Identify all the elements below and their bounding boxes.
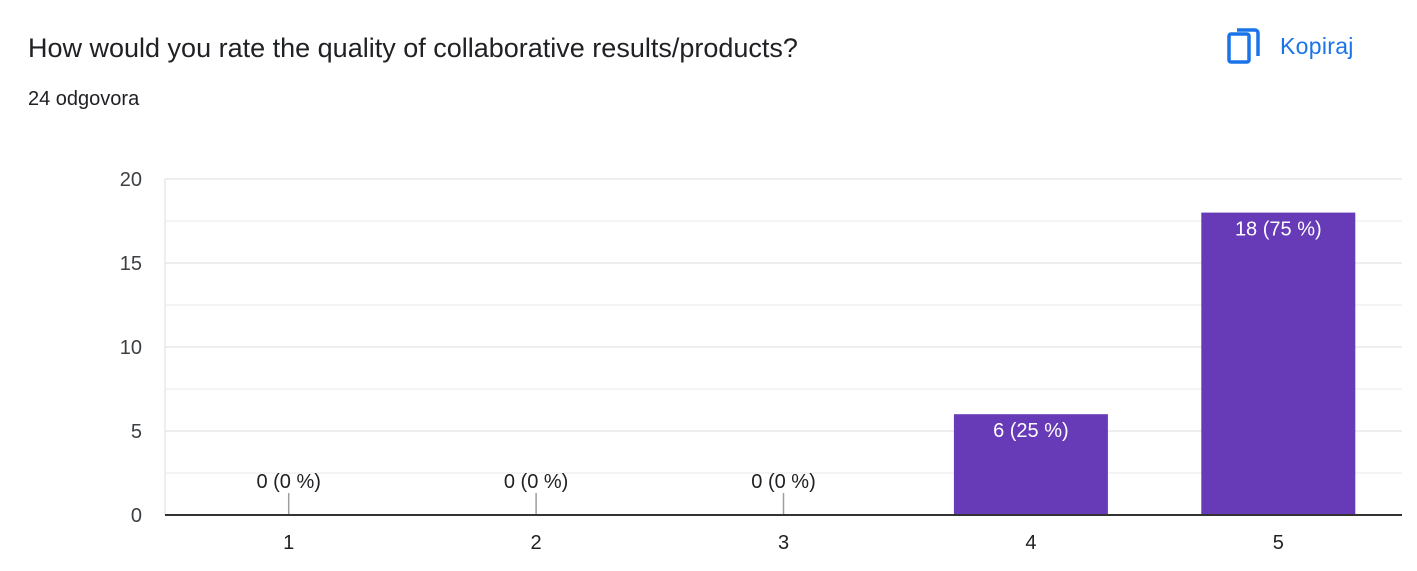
labels: 0 5 10 15 20 0 (0 %) 1 0 (0 %) 2 0 (0 %) 3 6 (25 %)…	[120, 169, 1322, 554]
x-tick-label: 3	[778, 532, 789, 554]
grid-lines	[164, 178, 1402, 515]
bar-value-label: 18 (75 %)	[1235, 219, 1322, 241]
copy-icon	[1226, 26, 1262, 66]
copy-label: Kopiraj	[1280, 32, 1354, 59]
y-tick-label: 15	[120, 253, 142, 275]
x-tick-label: 2	[531, 532, 542, 554]
bar	[953, 414, 1108, 515]
y-tick-label: 20	[120, 169, 142, 191]
bar	[1201, 212, 1356, 515]
response-count: 24 odgovora	[28, 88, 140, 110]
bar-value-label: 0 (0 %)	[504, 471, 568, 493]
copy-button[interactable]: Kopiraj	[1222, 22, 1382, 70]
x-tick-label: 1	[283, 532, 294, 554]
bars	[287, 212, 1356, 515]
bar-value-label: 6 (25 %)	[993, 420, 1069, 442]
question-title: How would you rate the quality of collab…	[28, 33, 798, 63]
bar-value-label: 0 (0 %)	[751, 471, 815, 493]
x-tick-label: 5	[1273, 532, 1284, 554]
y-tick-label: 5	[131, 421, 142, 443]
y-tick-label: 10	[120, 337, 142, 359]
bar-value-label: 0 (0 %)	[256, 471, 320, 493]
x-tick-label: 4	[1025, 532, 1036, 554]
y-tick-label: 0	[131, 505, 142, 527]
